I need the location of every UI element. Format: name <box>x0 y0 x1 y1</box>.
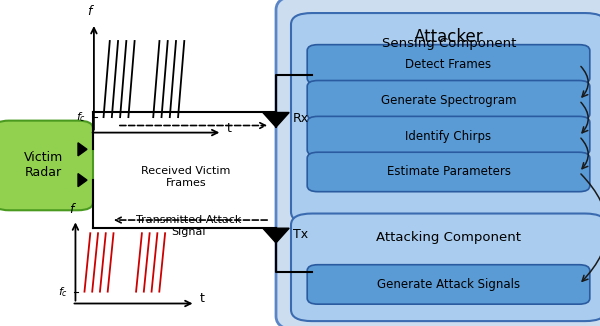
Polygon shape <box>78 173 87 186</box>
FancyBboxPatch shape <box>276 0 600 326</box>
Text: Rx: Rx <box>293 112 309 126</box>
Text: $f$: $f$ <box>87 4 95 18</box>
FancyBboxPatch shape <box>307 265 590 304</box>
Text: Transmitted Attack
Signal: Transmitted Attack Signal <box>136 215 242 237</box>
Text: t: t <box>199 292 204 305</box>
Text: Victim
Radar: Victim Radar <box>24 152 63 179</box>
Text: Tx: Tx <box>293 228 308 241</box>
FancyBboxPatch shape <box>307 116 590 156</box>
FancyBboxPatch shape <box>307 152 590 192</box>
Text: Detect Frames: Detect Frames <box>406 58 491 71</box>
Text: Generate Attack Signals: Generate Attack Signals <box>377 278 520 291</box>
Polygon shape <box>78 143 87 156</box>
Text: Estimate Parameters: Estimate Parameters <box>386 166 511 178</box>
Text: $f_c$: $f_c$ <box>58 285 68 299</box>
FancyBboxPatch shape <box>307 45 590 84</box>
Text: $f_c$: $f_c$ <box>76 110 86 124</box>
Text: $f$: $f$ <box>69 202 77 216</box>
Text: Identify Chirps: Identify Chirps <box>406 130 491 142</box>
Text: t: t <box>226 122 231 135</box>
FancyBboxPatch shape <box>291 13 600 223</box>
FancyBboxPatch shape <box>0 121 93 210</box>
Polygon shape <box>263 112 289 127</box>
Text: Generate Spectrogram: Generate Spectrogram <box>381 94 516 107</box>
Polygon shape <box>263 228 289 243</box>
Text: Received Victim
Frames: Received Victim Frames <box>142 166 230 188</box>
FancyBboxPatch shape <box>291 214 600 321</box>
Text: Attacker: Attacker <box>414 28 484 46</box>
FancyBboxPatch shape <box>307 81 590 120</box>
Text: Sensing Component: Sensing Component <box>382 37 516 51</box>
Text: Attacking Component: Attacking Component <box>376 231 521 244</box>
